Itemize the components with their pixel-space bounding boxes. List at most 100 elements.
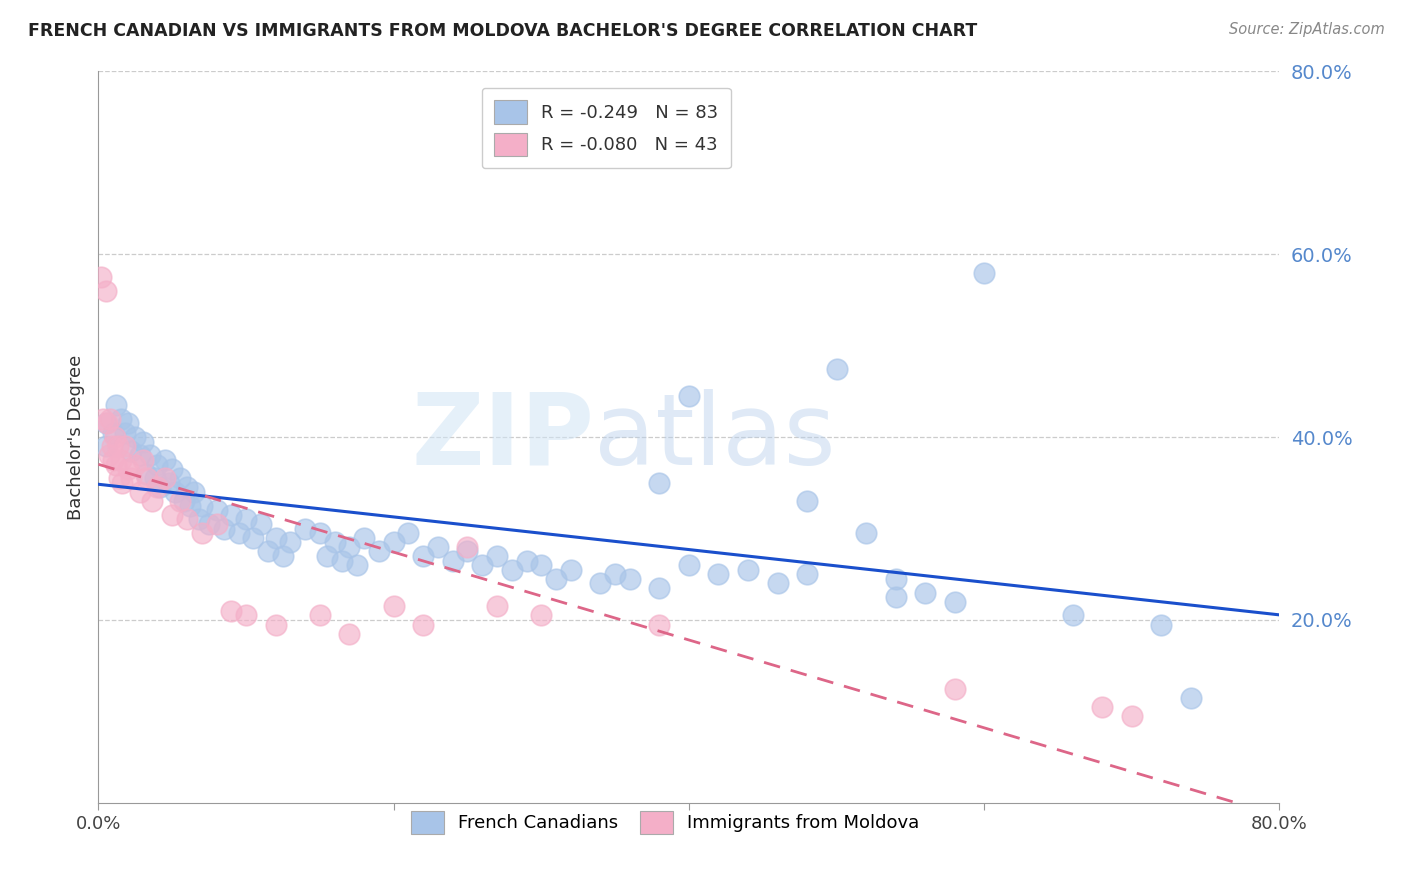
- Point: [135, 467, 157, 481]
- Point: [1180, 690, 1202, 705]
- Point: [678, 558, 700, 573]
- Point: [501, 563, 523, 577]
- Legend: French Canadians, Immigrants from Moldova: French Canadians, Immigrants from Moldov…: [404, 804, 927, 841]
- Point: [114, 439, 136, 453]
- Point: [516, 553, 538, 567]
- Point: [114, 425, 136, 440]
- Point: [884, 590, 907, 604]
- Point: [153, 471, 176, 485]
- Point: [346, 558, 368, 573]
- Point: [103, 425, 125, 440]
- Point: [90, 270, 112, 285]
- Point: [737, 563, 759, 577]
- Point: [560, 563, 582, 577]
- Point: [441, 553, 464, 567]
- Point: [176, 480, 198, 494]
- Point: [257, 544, 280, 558]
- Point: [191, 526, 214, 541]
- Point: [139, 448, 162, 462]
- Point: [530, 608, 553, 623]
- Point: [235, 608, 257, 623]
- Point: [94, 417, 117, 431]
- Point: [825, 361, 848, 376]
- Point: [309, 526, 332, 541]
- Point: [796, 494, 818, 508]
- Point: [205, 516, 228, 531]
- Point: [427, 540, 450, 554]
- Point: [457, 544, 479, 558]
- Point: [1062, 608, 1084, 623]
- Point: [187, 512, 209, 526]
- Point: [648, 617, 671, 632]
- Point: [412, 617, 434, 632]
- Point: [382, 535, 405, 549]
- Point: [173, 494, 195, 508]
- Point: [1150, 617, 1173, 632]
- Point: [546, 572, 568, 586]
- Point: [120, 471, 142, 485]
- Point: [271, 549, 294, 563]
- Point: [183, 485, 205, 500]
- Point: [648, 581, 671, 595]
- Point: [128, 485, 150, 500]
- Point: [110, 453, 132, 467]
- Point: [105, 398, 128, 412]
- Point: [117, 462, 139, 476]
- Point: [943, 681, 966, 696]
- Point: [111, 475, 134, 490]
- Point: [157, 475, 180, 490]
- Point: [316, 549, 339, 563]
- Point: [132, 453, 155, 467]
- Point: [176, 512, 198, 526]
- Point: [235, 512, 257, 526]
- Point: [412, 549, 434, 563]
- Point: [294, 521, 316, 535]
- Text: Source: ZipAtlas.com: Source: ZipAtlas.com: [1229, 22, 1385, 37]
- Point: [605, 567, 627, 582]
- Point: [169, 494, 191, 508]
- Point: [120, 443, 142, 458]
- Point: [353, 531, 375, 545]
- Point: [678, 389, 700, 403]
- Point: [250, 516, 273, 531]
- Point: [104, 430, 127, 444]
- Point: [198, 516, 221, 531]
- Point: [117, 417, 139, 431]
- Point: [914, 585, 936, 599]
- Point: [94, 284, 117, 298]
- Point: [212, 521, 235, 535]
- Point: [242, 531, 264, 545]
- Point: [330, 553, 353, 567]
- Point: [103, 453, 125, 467]
- Point: [368, 544, 391, 558]
- Point: [707, 567, 730, 582]
- Point: [766, 576, 789, 591]
- Point: [589, 576, 612, 591]
- Point: [530, 558, 553, 573]
- Point: [143, 471, 166, 485]
- Y-axis label: Bachelor's Degree: Bachelor's Degree: [66, 354, 84, 520]
- Point: [91, 412, 114, 426]
- Point: [100, 439, 122, 453]
- Point: [973, 266, 995, 280]
- Point: [398, 526, 420, 541]
- Point: [96, 417, 118, 431]
- Point: [128, 448, 150, 462]
- Point: [146, 458, 169, 472]
- Point: [165, 485, 187, 500]
- Point: [648, 475, 671, 490]
- Point: [141, 494, 163, 508]
- Text: FRENCH CANADIAN VS IMMIGRANTS FROM MOLDOVA BACHELOR'S DEGREE CORRELATION CHART: FRENCH CANADIAN VS IMMIGRANTS FROM MOLDO…: [28, 22, 977, 40]
- Point: [884, 572, 907, 586]
- Point: [146, 480, 169, 494]
- Point: [457, 540, 479, 554]
- Point: [228, 526, 250, 541]
- Point: [943, 594, 966, 608]
- Point: [169, 471, 191, 485]
- Point: [105, 458, 128, 472]
- Point: [309, 608, 332, 623]
- Text: atlas: atlas: [595, 389, 837, 485]
- Point: [205, 503, 228, 517]
- Point: [280, 535, 302, 549]
- Point: [136, 471, 159, 485]
